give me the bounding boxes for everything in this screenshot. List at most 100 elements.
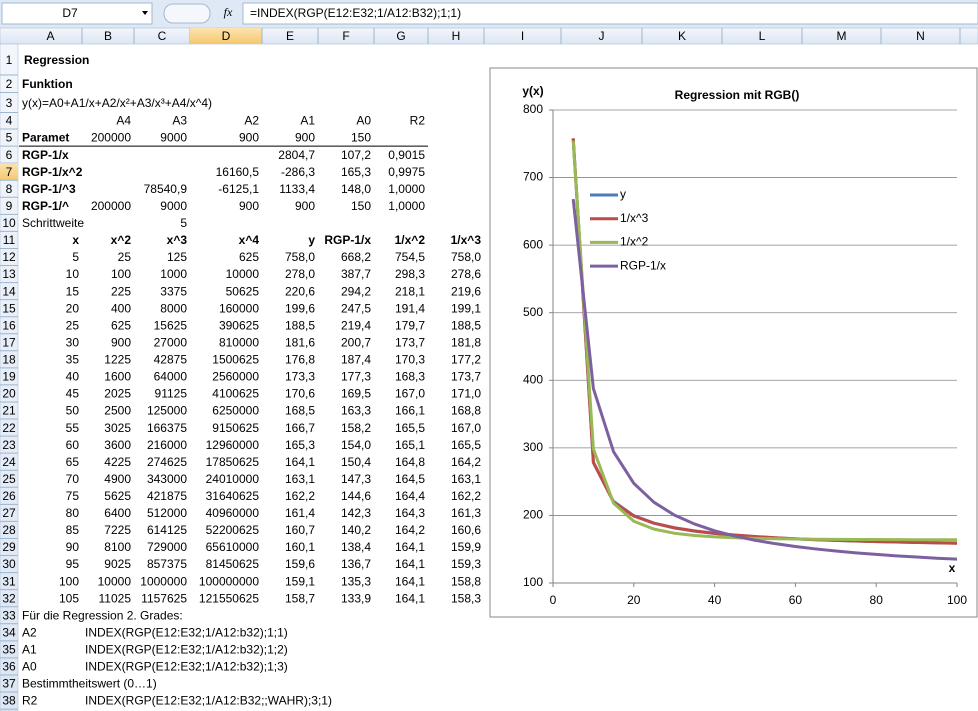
cell[interactable]: 219,6 bbox=[451, 284, 481, 298]
cell[interactable]: 170,3 bbox=[395, 353, 425, 367]
cell[interactable]: 158,3 bbox=[451, 591, 481, 605]
cell[interactable]: 100000000 bbox=[199, 574, 259, 588]
cell[interactable]: 173,7 bbox=[395, 335, 425, 349]
cell[interactable]: 165,5 bbox=[395, 421, 425, 435]
cell[interactable]: 150 bbox=[351, 131, 371, 145]
column-header[interactable]: K bbox=[678, 29, 686, 43]
cell[interactable]: 188,5 bbox=[451, 318, 481, 332]
cell[interactable]: 218,1 bbox=[395, 284, 425, 298]
cell[interactable]: 2560000 bbox=[212, 370, 259, 384]
cell[interactable]: 85 bbox=[66, 523, 80, 537]
cell[interactable]: 140,2 bbox=[341, 523, 371, 537]
cell[interactable]: A0 bbox=[356, 114, 371, 128]
cell[interactable]: 0,9015 bbox=[388, 148, 425, 162]
cell[interactable]: INDEX(RGP(E12:E32;1/A12:b32);1;2) bbox=[85, 643, 288, 657]
cell[interactable]: 158,7 bbox=[285, 591, 315, 605]
cell[interactable]: 5 bbox=[180, 216, 187, 230]
cell[interactable]: 100 bbox=[111, 267, 131, 281]
cell[interactable]: 5625 bbox=[104, 489, 131, 503]
name-box[interactable] bbox=[1, 2, 153, 25]
row-header[interactable]: 23 bbox=[2, 438, 16, 452]
cell[interactable]: 164,1 bbox=[395, 540, 425, 554]
cell[interactable]: 625 bbox=[239, 250, 259, 264]
cell[interactable]: 173,7 bbox=[451, 370, 481, 384]
cell[interactable]: 164,3 bbox=[395, 506, 425, 520]
cell[interactable]: 166375 bbox=[147, 421, 187, 435]
cell[interactable]: 35 bbox=[66, 353, 80, 367]
cell[interactable]: 80 bbox=[66, 506, 80, 520]
cell[interactable]: 216000 bbox=[147, 438, 187, 452]
cell[interactable]: 181,6 bbox=[285, 335, 315, 349]
column-header[interactable]: L bbox=[759, 29, 766, 43]
cell[interactable]: 16160,5 bbox=[216, 165, 260, 179]
row-header[interactable]: 11 bbox=[3, 233, 16, 247]
row-header[interactable]: 20 bbox=[2, 387, 16, 401]
cell[interactable]: 9025 bbox=[104, 557, 131, 571]
cell[interactable]: A2 bbox=[244, 114, 259, 128]
cell[interactable]: 1225 bbox=[104, 353, 131, 367]
cell[interactable]: 90 bbox=[66, 540, 80, 554]
row-header[interactable]: 8 bbox=[6, 182, 13, 196]
cell[interactable]: 159,6 bbox=[285, 557, 315, 571]
cell[interactable]: 400 bbox=[111, 301, 131, 315]
row-header[interactable]: 28 bbox=[2, 523, 16, 537]
cell[interactable]: 181,8 bbox=[451, 335, 481, 349]
cell[interactable]: 900 bbox=[295, 131, 315, 145]
cell[interactable]: 10 bbox=[66, 267, 80, 281]
cell[interactable]: 121550625 bbox=[199, 591, 259, 605]
row-header[interactable]: 36 bbox=[2, 660, 16, 674]
cell[interactable]: Für die Regression 2. Grades: bbox=[22, 608, 183, 622]
row-header[interactable]: 22 bbox=[2, 421, 16, 435]
cell[interactable]: INDEX(RGP(E12:E32;1/A12:b32);1;1) bbox=[85, 625, 288, 639]
row-header[interactable]: 4 bbox=[6, 114, 13, 128]
row-header[interactable]: 14 bbox=[2, 284, 16, 298]
cell[interactable]: 614125 bbox=[147, 523, 187, 537]
cell[interactable]: 5 bbox=[72, 250, 79, 264]
cell[interactable]: 52200625 bbox=[206, 523, 260, 537]
cell[interactable]: 20 bbox=[66, 301, 80, 315]
cell[interactable]: 1/x^2 bbox=[395, 233, 426, 247]
cell[interactable]: 4900 bbox=[104, 472, 131, 486]
cell[interactable]: 625 bbox=[111, 318, 131, 332]
cell[interactable]: RGP-1/x^2 bbox=[22, 165, 83, 179]
cell[interactable]: 200000 bbox=[91, 199, 131, 213]
column-header[interactable]: E bbox=[286, 29, 294, 43]
row-header[interactable]: 18 bbox=[2, 353, 16, 367]
cell[interactable]: 177,2 bbox=[451, 353, 481, 367]
row-header[interactable]: 24 bbox=[2, 455, 16, 469]
cell[interactable]: 754,5 bbox=[395, 250, 425, 264]
cell[interactable]: 9150625 bbox=[212, 421, 259, 435]
cell[interactable]: 810000 bbox=[219, 335, 259, 349]
cell[interactable]: 168,5 bbox=[285, 404, 315, 418]
cell[interactable]: 27000 bbox=[154, 335, 188, 349]
cell[interactable]: 65 bbox=[66, 455, 80, 469]
cell[interactable]: RGP-1/^3 bbox=[22, 182, 76, 196]
cell[interactable]: 105 bbox=[59, 591, 79, 605]
row-header[interactable]: 30 bbox=[2, 557, 16, 571]
cell[interactable]: 188,5 bbox=[285, 318, 315, 332]
row-header[interactable]: 25 bbox=[2, 472, 16, 486]
cell[interactable]: 150 bbox=[351, 199, 371, 213]
cell[interactable]: 1,0000 bbox=[388, 182, 425, 196]
cell[interactable]: 136,7 bbox=[341, 557, 371, 571]
cell[interactable]: R2 bbox=[410, 114, 426, 128]
column-header[interactable]: C bbox=[158, 29, 167, 43]
cell[interactable]: 147,3 bbox=[341, 472, 371, 486]
cell[interactable]: 163,1 bbox=[285, 472, 315, 486]
cell[interactable]: 220,6 bbox=[285, 284, 315, 298]
column-header[interactable]: F bbox=[342, 29, 349, 43]
cell[interactable]: 247,5 bbox=[341, 301, 371, 315]
row-header[interactable]: 32 bbox=[2, 591, 16, 605]
cell[interactable]: 40960000 bbox=[206, 506, 260, 520]
column-header[interactable]: H bbox=[452, 29, 461, 43]
cell[interactable]: 176,8 bbox=[285, 353, 315, 367]
row-header[interactable]: 29 bbox=[2, 540, 16, 554]
cell[interactable]: 78540,9 bbox=[144, 182, 188, 196]
row-header[interactable]: 2 bbox=[6, 77, 13, 91]
cell[interactable]: 158,8 bbox=[451, 574, 481, 588]
cell[interactable]: 159,3 bbox=[451, 557, 481, 571]
cell[interactable]: 8100 bbox=[104, 540, 131, 554]
cell[interactable]: 758,0 bbox=[451, 250, 481, 264]
cell[interactable]: Funktion bbox=[22, 77, 73, 91]
cell[interactable]: A1 bbox=[300, 114, 315, 128]
